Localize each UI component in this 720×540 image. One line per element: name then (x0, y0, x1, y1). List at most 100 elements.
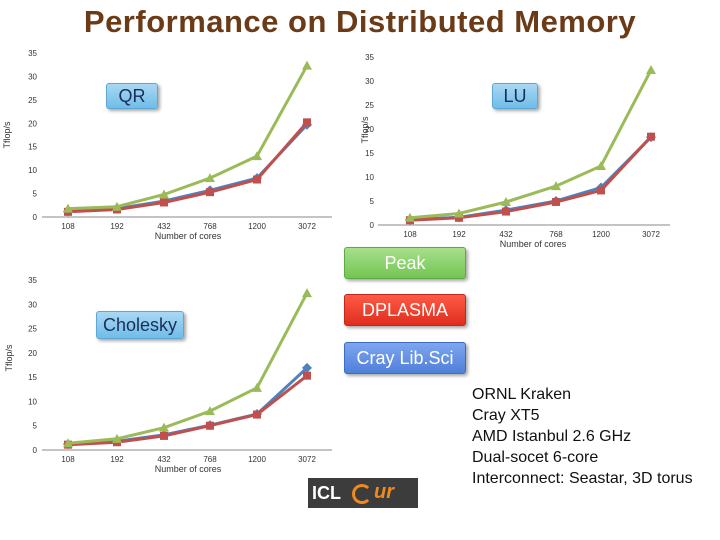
info-line: ORNL Kraken (472, 386, 571, 403)
x-tick-label: 3072 (298, 455, 316, 464)
x-tick-label: 192 (110, 455, 124, 464)
y-tick-label: 35 (28, 276, 37, 285)
y-tick-label: 10 (28, 397, 37, 406)
qr-chart: 0 5 10 15 20 25 30 35 108 192 432 768 1200 3072 Number… (2, 49, 332, 241)
peak-point (159, 422, 169, 432)
peak-point (302, 288, 312, 298)
y-tick-label: 0 (33, 213, 38, 222)
x-tick-label: 432 (499, 230, 513, 239)
peak-point (252, 382, 262, 392)
dplasma-point (206, 188, 214, 197)
peak-point (112, 201, 122, 211)
peak-point (159, 189, 169, 199)
dplasma-point (206, 421, 214, 430)
y-tick-label: 5 (33, 190, 38, 199)
x-tick-label: 3072 (298, 222, 316, 231)
system-info: ORNL Kraken Cray XT5 AMD Istanbul 2.6 GH… (472, 384, 693, 489)
y-axis-label: Tflop/s (4, 344, 14, 372)
legend-peak: Peak (344, 247, 466, 279)
dplasma-point (647, 132, 655, 141)
dplasma-point (502, 207, 510, 216)
dplasma-point (552, 197, 560, 206)
x-axis-label: Number of cores (155, 231, 222, 241)
y-tick-label: 0 (33, 446, 38, 455)
x-tick-label: 768 (203, 455, 217, 464)
y-tick-label: 0 (370, 221, 375, 230)
dplasma-point (597, 186, 605, 195)
peak-point (252, 151, 262, 161)
legend-cray-libsci: Cray Lib.Sci (344, 342, 466, 374)
y-tick-label: 10 (365, 173, 374, 182)
y-tick-label: 30 (28, 300, 37, 309)
y-tick-label: 10 (28, 166, 37, 175)
info-line: AMD Istanbul 2.6 GHz (472, 428, 632, 445)
x-tick-label: 1200 (592, 230, 610, 239)
dplasma-point (303, 118, 311, 127)
y-tick-label: 20 (28, 349, 37, 358)
cholesky-label-box: Cholesky (96, 311, 184, 339)
x-tick-label: 108 (403, 230, 417, 239)
peak-point (205, 173, 215, 183)
lu-chart: 0 5 10 15 20 25 30 35 108 192 432 768 1200 3072 Number… (360, 53, 670, 249)
x-axis-label: Number of cores (155, 464, 222, 474)
peak-point (205, 406, 215, 416)
y-tick-label: 25 (28, 325, 37, 334)
dplasma-series-line (409, 135, 653, 222)
peak-point (63, 203, 73, 213)
peak-point (501, 196, 511, 206)
y-tick-label: 15 (28, 373, 37, 382)
x-tick-label: 432 (157, 455, 171, 464)
peak-series-line (67, 292, 309, 445)
logo-ring-icon (352, 484, 372, 504)
y-tick-label: 5 (33, 422, 38, 431)
y-tick-label: 20 (365, 125, 374, 134)
cray-point (302, 362, 312, 373)
x-tick-label: 768 (549, 230, 563, 239)
y-tick-label: 25 (365, 101, 374, 110)
lu-label-box: LU (492, 83, 538, 109)
x-tick-label: 432 (157, 222, 171, 231)
peak-point (454, 208, 464, 218)
dplasma-point (160, 431, 168, 440)
x-tick-label: 108 (61, 222, 75, 231)
slide-title: Performance on Distributed Memory (83, 4, 637, 39)
dplasma-point (455, 213, 463, 222)
peak-series-line (67, 64, 309, 211)
peak-point (596, 160, 606, 170)
cray-lib-sci-series-line (67, 366, 309, 446)
peak-point (63, 438, 73, 448)
info-line: Cray XT5 (472, 407, 540, 424)
dplasma-point (253, 175, 261, 184)
y-tick-label: 5 (370, 197, 375, 206)
y-tick-label: 15 (28, 143, 37, 152)
dplasma-series-line (67, 374, 308, 447)
info-line: Interconnect: Seastar, 3D torus (472, 470, 693, 487)
legend-dplasma: DPLASMA (344, 294, 466, 326)
x-tick-label: 3072 (642, 230, 660, 239)
x-axis-label: Number of cores (500, 239, 567, 249)
peak-series-line (409, 69, 653, 220)
peak-point (551, 181, 561, 191)
y-tick-label: 30 (28, 72, 37, 81)
y-tick-label: 15 (365, 149, 374, 158)
peak-point (646, 64, 656, 74)
dplasma-point (253, 410, 261, 419)
y-tick-label: 35 (365, 53, 374, 62)
info-line: Dual-socet 6-core (472, 449, 599, 466)
y-tick-label: 20 (28, 119, 37, 128)
icl-logo: ICL ur (308, 478, 418, 508)
dplasma-series-line (67, 121, 309, 214)
x-tick-label: 108 (61, 455, 75, 464)
x-tick-label: 192 (110, 222, 124, 231)
y-axis-label: Tflop/s (2, 121, 12, 149)
peak-point (302, 60, 312, 70)
logo-text-right: ur (374, 481, 394, 503)
x-tick-label: 1200 (248, 455, 266, 464)
x-tick-label: 768 (203, 222, 217, 231)
cholesky-chart: 0 5 10 15 20 25 30 35 108 192 432 768 1200 3072 Number… (4, 276, 332, 474)
dplasma-point (303, 371, 311, 380)
peak-point (405, 212, 415, 222)
x-tick-label: 192 (452, 230, 466, 239)
dplasma-point (160, 198, 168, 207)
